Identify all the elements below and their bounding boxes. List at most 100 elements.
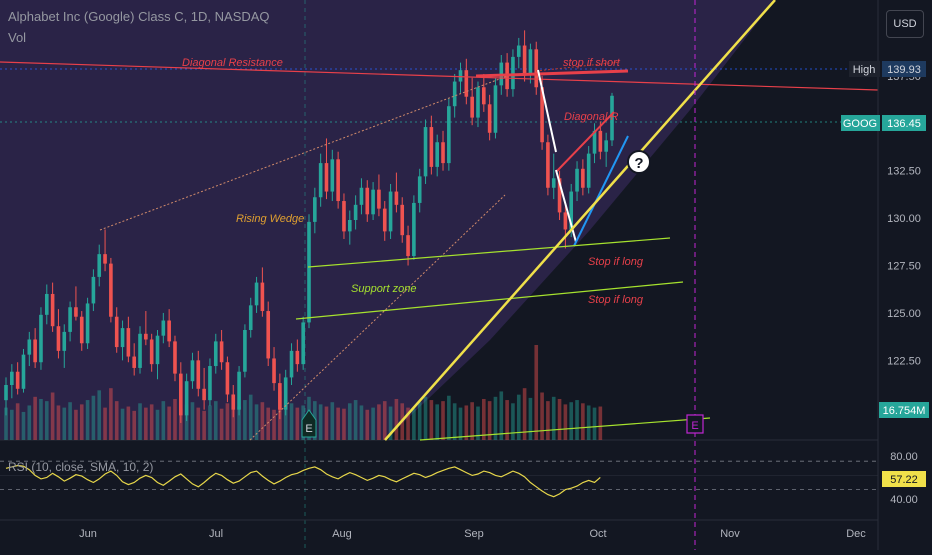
candle-body [313,197,317,222]
candle-body [266,311,271,359]
volume-bar [522,388,527,440]
volume-bar [208,405,212,440]
high-label: High [853,64,876,76]
candle-body [598,130,603,152]
grid [0,0,878,550]
time-axis-label: Jun [79,528,97,540]
volume-bar [231,397,236,440]
time-axis-label: Jul [209,528,223,540]
candle-body [458,70,463,82]
currency-button[interactable]: USD [886,10,924,38]
candle-body [610,95,614,141]
volume-bar [499,391,504,440]
candle-body [540,87,544,143]
volume-bar [144,407,148,440]
volume-bar [120,408,125,440]
candle-body [155,335,160,365]
candle-body [120,328,125,348]
earnings-marker-past[interactable]: E [301,409,317,438]
candle-body [237,371,241,410]
volume-bar [202,410,206,440]
candle-body [353,204,358,220]
volume-bar [33,396,37,440]
candle-body [447,106,451,164]
candle-body [272,358,276,384]
candle-body [429,127,434,167]
volume-bar [563,404,568,440]
candle-body [482,87,486,105]
candle-body [522,45,527,74]
volume-bar [546,401,550,440]
volume-bar [50,392,55,440]
time-axis-label: Nov [720,528,740,540]
price-tick-label: 127.50 [887,261,921,273]
candle-body [91,276,96,304]
volume-bar [254,404,259,440]
svg-text:?: ? [634,155,643,172]
candle-body [208,366,212,401]
volume-bar [365,409,370,440]
volume-bar [155,409,160,440]
volume-bar [97,390,102,440]
candle-body [248,305,253,330]
candle-body [196,360,201,389]
candle-body [243,330,247,372]
volume-indicator-label: Vol [8,30,27,45]
time-axis-label: Oct [589,528,606,540]
volume-bar [447,395,451,440]
candle-body [441,142,445,164]
volume-bar [534,345,539,440]
candle-body [511,56,515,90]
volume-bar [39,398,43,440]
candle-body [85,303,90,344]
volume-bar [126,406,131,440]
volume-bar [342,408,346,440]
candle-body [103,254,107,264]
yellow-trendline [384,0,776,441]
volume-bar [371,407,375,440]
candle-body [190,360,195,382]
candle-body [452,81,457,107]
rsi-tick-80: 80.00 [890,451,918,463]
volume-bar [109,388,113,440]
high-value: 139.93 [887,64,921,76]
rsi-panel [0,460,878,498]
candle-body [202,388,206,401]
volume-bar [592,407,597,440]
earnings-marker-upcoming[interactable]: E [686,414,704,434]
candle-body [557,178,562,213]
volume-bar [68,402,72,440]
volume-bar [511,403,515,440]
volume-bar [406,407,410,440]
volume-bar [190,402,195,440]
volume-bar [138,403,142,440]
volume-bar [575,400,579,440]
candle-body [278,383,282,410]
candle-body [10,371,14,385]
volume-bar [167,406,171,440]
candle-body [97,254,102,277]
volume-bar [62,407,67,440]
time-axis[interactable]: Jun Jul Aug Sep Oct Nov Dec [79,528,866,540]
candle-body [423,127,428,177]
volume-bar [173,398,177,440]
volume-bar [179,408,183,440]
volume-bar [213,401,218,440]
volume-bar [248,394,253,440]
price-axis[interactable] [878,0,932,550]
volume-bar [482,398,486,440]
time-axis-label: Sep [464,528,484,540]
svg-text:E: E [305,423,312,435]
volume-bar [324,406,329,440]
drawings [0,0,879,550]
candle-body [476,87,480,118]
candle-body [184,381,189,416]
candle-body [359,187,364,205]
candle-body [604,140,608,152]
volume-bar [318,404,323,440]
volume-bar [114,401,119,440]
candle-body [213,341,218,367]
volume-bar [429,400,434,440]
candle-body [412,202,416,257]
